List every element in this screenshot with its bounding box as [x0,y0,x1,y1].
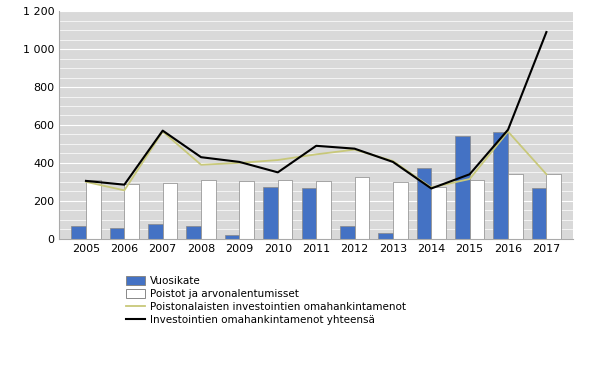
Bar [393,182,408,239]
Bar [278,180,293,239]
Bar [187,226,201,239]
Bar [431,186,446,239]
Bar [124,184,139,239]
Bar [455,137,470,239]
Bar [163,183,177,239]
Bar [148,223,163,239]
Bar [547,174,561,239]
Bar [470,180,484,239]
Bar [225,235,239,239]
Bar [378,233,393,239]
Bar [201,180,216,239]
Bar [493,132,508,239]
Bar [508,174,522,239]
Bar [316,181,331,239]
Legend: Vuosikate, Poistot ja arvonalentumisset, Poistonalaisten investointien omahankin: Vuosikate, Poistot ja arvonalentumisset,… [126,276,406,325]
Bar [417,167,431,239]
Bar [532,188,547,239]
Bar [340,226,355,239]
Bar [86,180,100,239]
Bar [110,228,124,239]
Bar [301,188,316,239]
Bar [263,186,278,239]
Bar [72,226,86,239]
Bar [355,177,369,239]
Bar [239,181,254,239]
